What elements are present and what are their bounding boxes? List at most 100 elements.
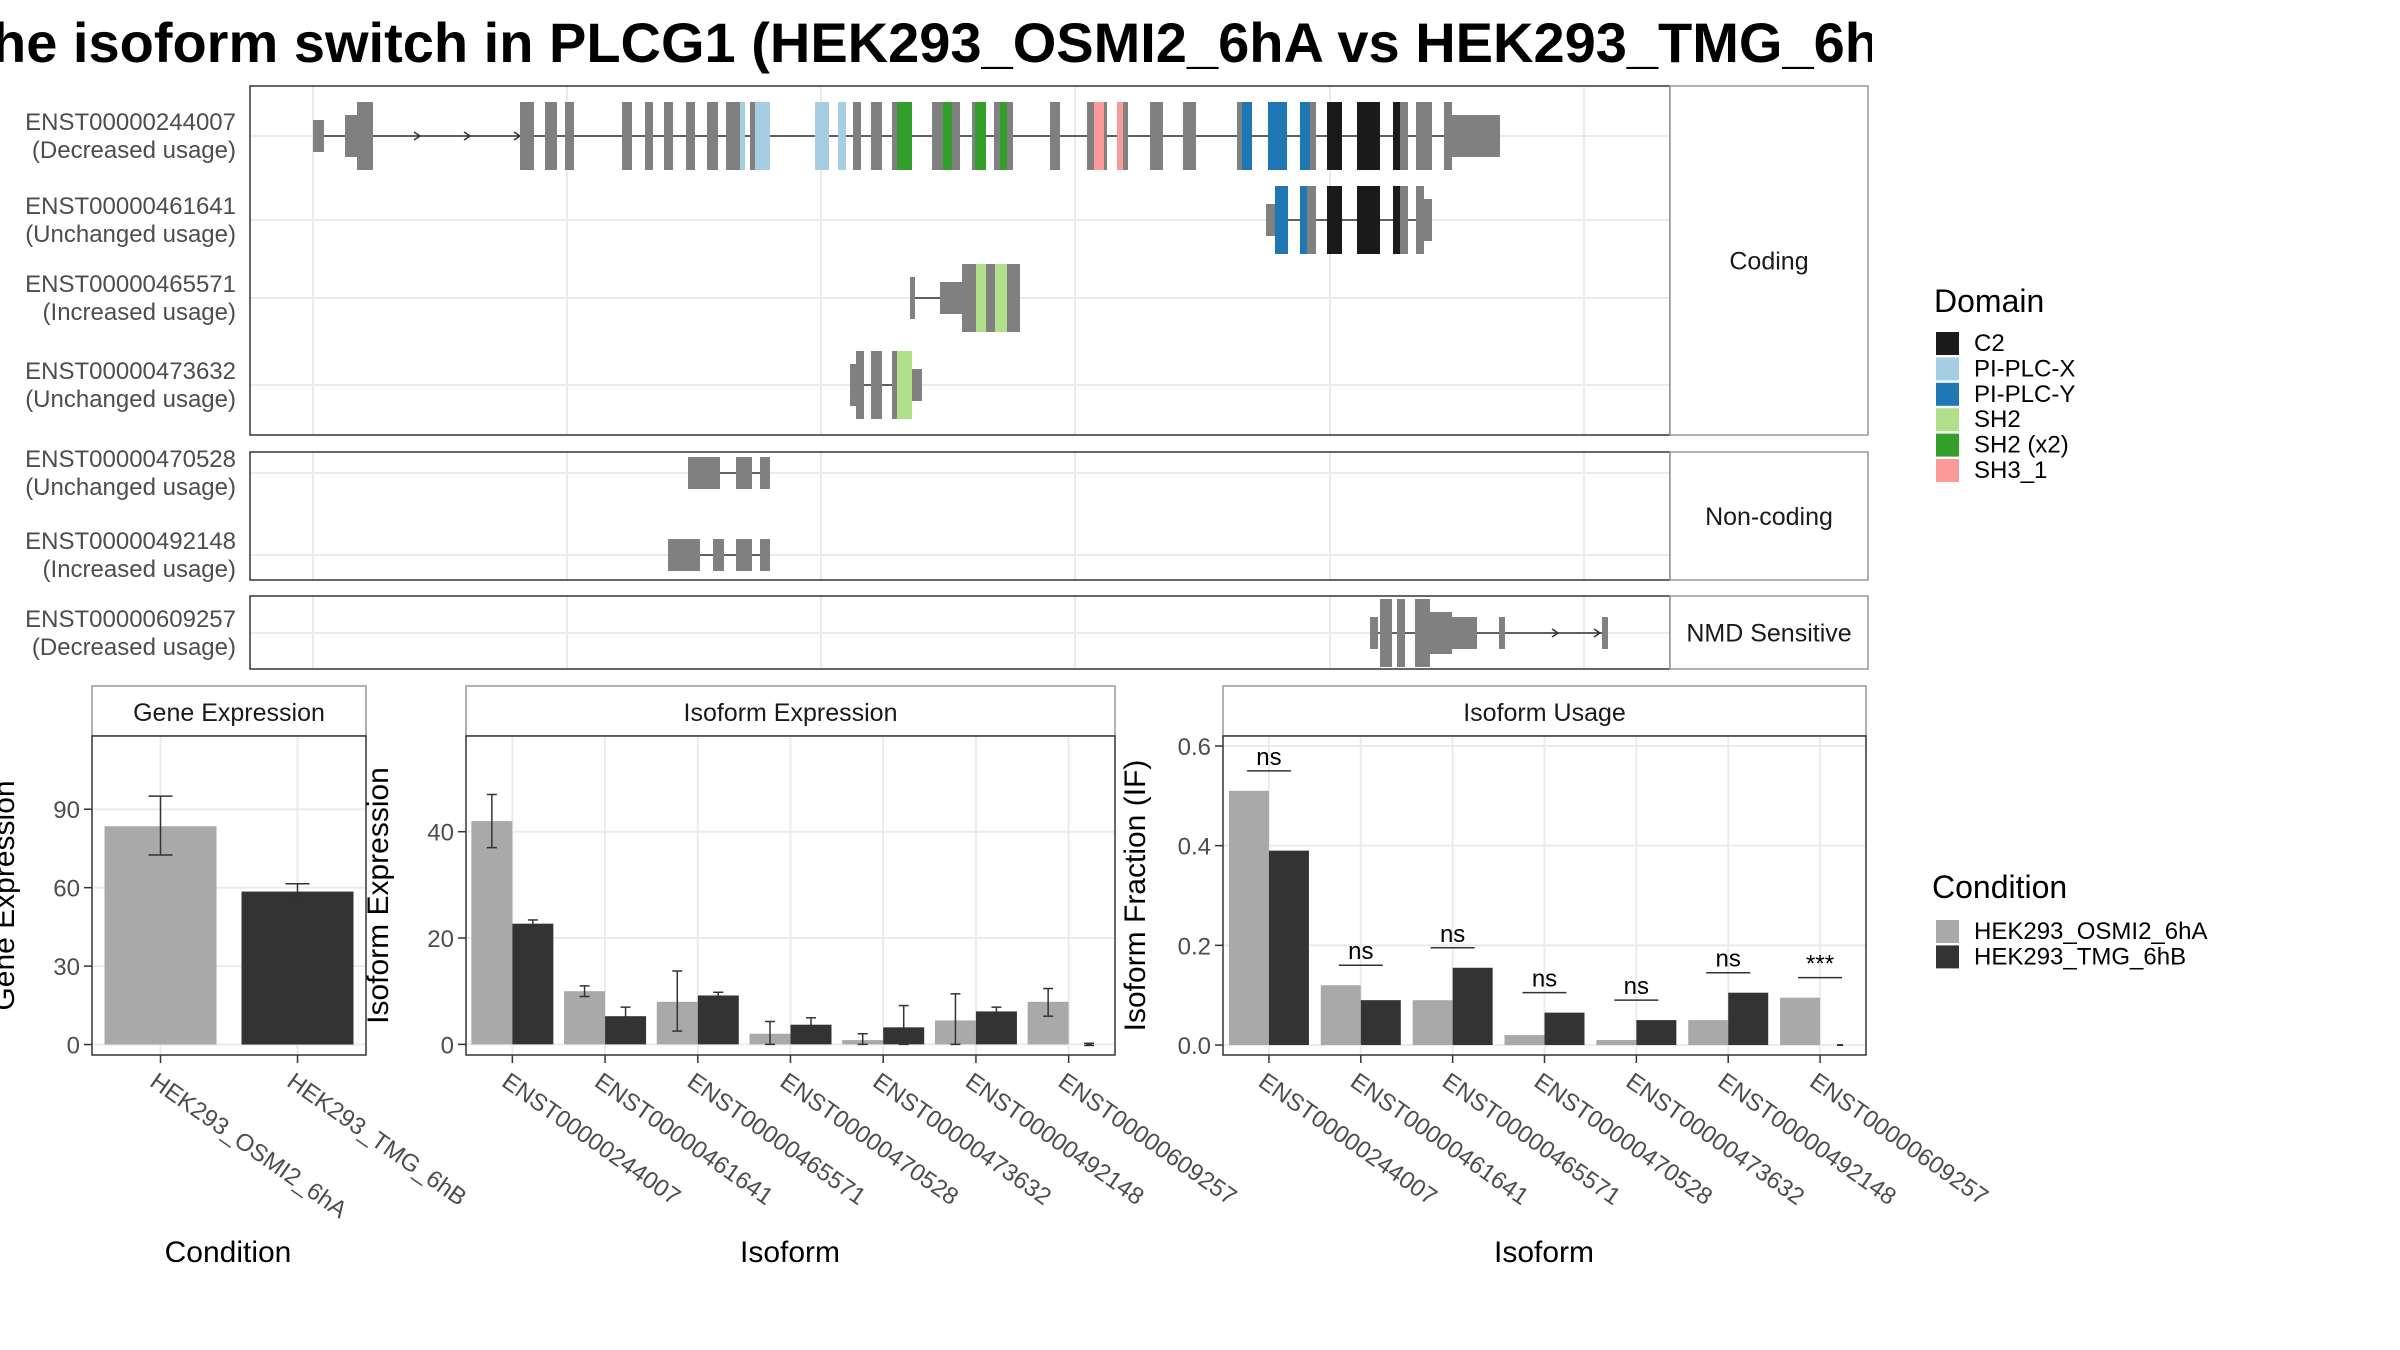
exon-block: [750, 102, 755, 170]
transcript-id-label: ENST00000244007: [25, 109, 236, 136]
facet-strip: [1669, 85, 1869, 436]
domain-legend-key: [1936, 332, 1959, 355]
domain-exon-block: [1393, 102, 1400, 170]
bar: [1596, 1040, 1637, 1046]
exon-block: [871, 351, 882, 419]
domain-legend-key: [1936, 408, 1959, 432]
exon-block: [1104, 102, 1107, 170]
domain-exon-block: [1300, 102, 1310, 170]
domain-exon-block: [1268, 102, 1287, 170]
bar-facet-strip-label: Isoform Usage: [1463, 699, 1626, 727]
domain-exon-block: [1242, 102, 1252, 170]
exon-block: [994, 102, 1000, 170]
bar: [1636, 1020, 1677, 1046]
domain-legend-key: [1936, 459, 1959, 482]
transcript-usage-label: (Increased usage): [43, 556, 236, 583]
exon-block: [713, 539, 724, 571]
domain-exon-block: [1094, 102, 1104, 170]
domain-exon-block: [897, 351, 912, 419]
exon-block: [707, 102, 718, 170]
domain-exon-block: [976, 264, 986, 332]
bar: [241, 891, 354, 1045]
domain-exon-block: [1327, 102, 1342, 170]
y-tick-label: 30: [53, 954, 80, 981]
bar-facet-strip-label: Gene Expression: [133, 699, 325, 727]
facet-strip-label: NMD Sensitive: [1686, 620, 1851, 648]
significance-label: ns: [1532, 966, 1557, 993]
exon-block: [1123, 102, 1128, 170]
y-tick-label: 0: [441, 1032, 454, 1059]
facet-strip: [1669, 451, 1869, 581]
bar: [790, 1024, 832, 1045]
exon-block: [871, 102, 882, 170]
exon-block: [1397, 599, 1405, 667]
exon-block: [892, 351, 897, 419]
transcript-usage-label: (Decreased usage): [32, 634, 236, 661]
exon-block: [940, 282, 962, 314]
x-axis-title: Condition: [165, 1236, 292, 1269]
domain-exon-block: [755, 102, 770, 170]
x-axis-title: Isoform: [740, 1236, 840, 1269]
exon-block: [664, 102, 673, 170]
exon-block: [1444, 102, 1452, 170]
exon-block: [1183, 102, 1196, 170]
bar: [512, 923, 554, 1045]
domain-exon-block: [815, 102, 829, 170]
domain-exon-block: [740, 102, 745, 170]
domain-legend-label: C2: [1974, 330, 2005, 357]
y-tick-label: 60: [53, 876, 80, 903]
exon-block: [668, 539, 700, 571]
domain-legend-key: [1936, 433, 1959, 457]
intron-direction-arrow: [1593, 628, 1602, 638]
exon-block: [726, 102, 740, 170]
domain-legend-label: PI-PLC-Y: [1974, 381, 2075, 408]
significance-label: ns: [1256, 744, 1281, 771]
y-tick-label: 0.6: [1178, 734, 1211, 761]
facet-strip-label: Coding: [1729, 248, 1808, 276]
exon-block: [1452, 115, 1500, 157]
bar: [1412, 1000, 1453, 1046]
domain-exon-block: [975, 102, 986, 170]
y-axis-title: Isoform Expression: [362, 767, 395, 1024]
exon-block: [1380, 599, 1392, 667]
significance-label: ns: [1624, 973, 1649, 1000]
transcript-id-label: ENST00000470528: [25, 446, 236, 473]
domain-exon-block: [1357, 102, 1380, 170]
bar: [697, 995, 739, 1045]
exon-block: [1050, 102, 1060, 170]
exon-block: [1007, 102, 1013, 170]
exon-block: [1416, 102, 1432, 170]
significance-label: ns: [1440, 921, 1465, 948]
exon-block: [892, 102, 897, 170]
exon-block: [1150, 102, 1163, 170]
transcript-id-label: ENST00000492148: [25, 528, 236, 555]
condition-legend-label: HEK293_TMG_6hB: [1974, 943, 2186, 970]
condition-legend-title: Condition: [1932, 869, 2067, 905]
domain-exon-block: [897, 102, 912, 170]
domain-legend-title: Domain: [1934, 283, 2044, 319]
domain-legend-key: [1936, 382, 1959, 406]
exon-block: [912, 369, 922, 401]
domain-exon-block: [1327, 186, 1342, 254]
domain-exon-block: [1300, 186, 1307, 254]
bar-facet-strip: [1222, 685, 1867, 737]
transcript-usage-label: (Unchanged usage): [25, 221, 236, 248]
exon-block: [760, 539, 770, 571]
exon-block: [1452, 617, 1477, 649]
exon-block: [962, 264, 976, 332]
exon-block: [736, 457, 752, 489]
domain-exon-block: [1393, 186, 1400, 254]
bar: [1320, 985, 1361, 1046]
condition-legend-key: [1936, 920, 1959, 943]
exon-block: [1307, 186, 1316, 254]
exon-block: [850, 364, 856, 406]
transcript-usage-label: (Increased usage): [43, 299, 236, 326]
exon-block: [856, 351, 864, 419]
exon-block: [972, 102, 975, 170]
bar: [1228, 790, 1269, 1046]
exon-block: [736, 539, 752, 571]
domain-legend-key: [1936, 357, 1959, 381]
exon-block: [1400, 102, 1408, 170]
exon-block: [1424, 199, 1432, 241]
